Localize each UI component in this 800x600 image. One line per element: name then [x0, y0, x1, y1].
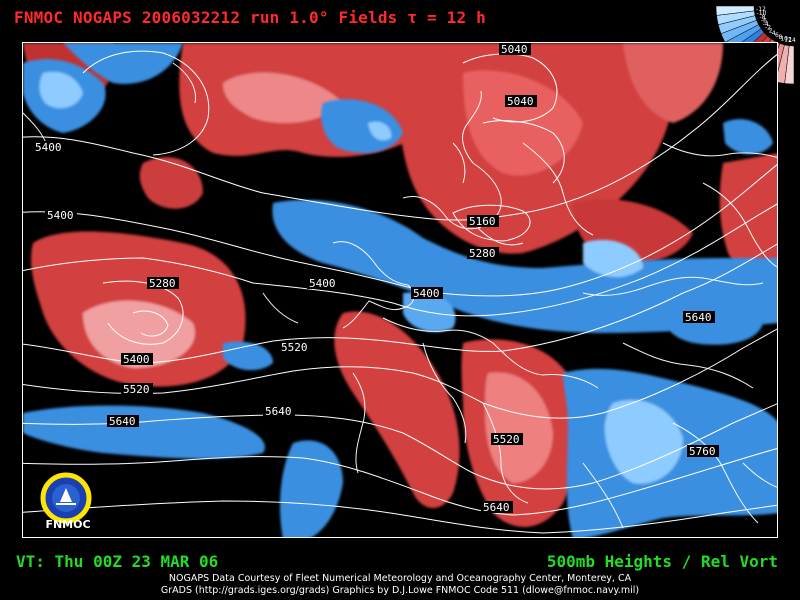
- colorbar-tick-label: 4: [772, 30, 776, 37]
- colorbar-tick-label: 2: [769, 27, 773, 34]
- colorbar-tick-label: -10: [757, 10, 767, 17]
- svg-text:5520: 5520: [123, 383, 150, 396]
- colorbar-tick-label: 8: [779, 34, 783, 41]
- credit-line-1: NOGAPS Data Courtesy of Fleet Numerical …: [168, 573, 632, 584]
- colorbar-tick-label: 10: [780, 36, 788, 43]
- contour-label: 5160: [467, 215, 499, 228]
- map-title: FNMOC NOGAPS 2006032212 run 1.0° Fields …: [14, 8, 486, 27]
- contour-label: 5280: [467, 247, 499, 260]
- contour-label: 5640: [263, 405, 295, 418]
- svg-text:5400: 5400: [35, 141, 62, 154]
- colorbar-tick-label: -4: [763, 21, 769, 28]
- contour-label: 5760: [687, 445, 719, 458]
- coastlines: [23, 62, 777, 529]
- colorbar-tick-label: -6: [761, 18, 767, 25]
- contour-labels: 5040 5040 5400 5400 5160 5280 5280 5400 …: [33, 43, 719, 514]
- svg-text:5520: 5520: [493, 433, 520, 446]
- contour-label: 5280: [147, 277, 179, 290]
- svg-text:5400: 5400: [123, 353, 150, 366]
- valid-time: VT: Thu 00Z 23 MAR 06: [16, 552, 219, 571]
- contour-label: 5400: [121, 353, 153, 366]
- svg-text:5400: 5400: [309, 277, 336, 290]
- vorticity-map: 5040 5040 5400 5400 5160 5280 5280 5400 …: [23, 43, 777, 537]
- svg-text:5520: 5520: [281, 341, 308, 354]
- negative-vorticity-areas: [23, 43, 777, 537]
- contour-label: 5520: [279, 341, 311, 354]
- colorbar-segment: [715, 5, 755, 16]
- contour-label: 5640: [107, 415, 139, 428]
- svg-text:5640: 5640: [265, 405, 292, 418]
- colorbar-tick-label: -8: [760, 14, 766, 21]
- contour-label: 5400: [411, 287, 443, 300]
- contour-label: 5040: [505, 95, 537, 108]
- contour-label: 5640: [683, 311, 715, 324]
- fnmoc-logo: [40, 472, 92, 524]
- svg-text:5040: 5040: [507, 95, 534, 108]
- contour-label: 5040: [499, 43, 531, 56]
- svg-text:5040: 5040: [501, 43, 528, 56]
- svg-text:5400: 5400: [413, 287, 440, 300]
- height-contours: [23, 50, 777, 534]
- svg-text:5280: 5280: [469, 247, 496, 260]
- svg-text:5400: 5400: [47, 209, 74, 222]
- colorbar-tick-label: 6: [775, 32, 779, 39]
- svg-text:5640: 5640: [685, 311, 712, 324]
- svg-text:5640: 5640: [483, 501, 510, 514]
- field-name: 500mb Heights / Rel Vort: [546, 552, 778, 571]
- map-panel: 5040 5040 5400 5400 5160 5280 5280 5400 …: [22, 42, 778, 538]
- colorbar-tick-label: 12: [784, 36, 792, 43]
- credit-line-2: GrADS (http://grads.iges.org/grads) Grap…: [160, 585, 640, 596]
- contour-label: 5520: [121, 383, 153, 396]
- contour-label: 5400: [33, 141, 65, 154]
- colorbar-tick-label: 14: [788, 37, 796, 44]
- contour-label: 5400: [307, 277, 339, 290]
- svg-text:5280: 5280: [149, 277, 176, 290]
- colorbar-tick-label: -12: [756, 6, 766, 13]
- svg-text:5640: 5640: [109, 415, 136, 428]
- colorbar-tick-label: -2: [765, 24, 771, 31]
- svg-text:5760: 5760: [689, 445, 716, 458]
- logo-text: FNMOC: [45, 518, 91, 531]
- contour-label: 5400: [45, 209, 77, 222]
- contour-label: 5520: [491, 433, 523, 446]
- contour-label: 5640: [481, 501, 513, 514]
- svg-text:5160: 5160: [469, 215, 496, 228]
